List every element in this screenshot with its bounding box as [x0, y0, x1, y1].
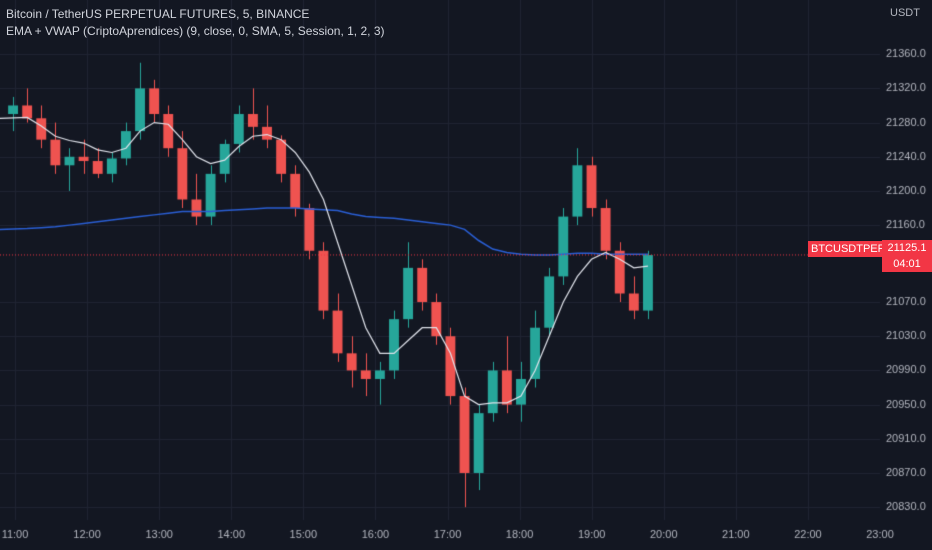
symbol-title[interactable]: Bitcoin / TetherUS PERPETUAL FUTURES, 5,…	[6, 7, 310, 21]
indicator-label[interactable]: EMA + VWAP (CriptoAprendices) (9, close,…	[6, 24, 385, 38]
last-price-tag: 21125.1 04:01	[882, 240, 932, 272]
chart-legend: Bitcoin / TetherUS PERPETUAL FUTURES, 5,…	[6, 6, 385, 40]
bar-countdown: 04:01	[893, 258, 921, 270]
currency-label[interactable]: USDT	[890, 7, 920, 19]
last-price: 21125.1	[887, 242, 927, 254]
symbol-price-label: BTCUSDTPERP	[808, 241, 896, 257]
